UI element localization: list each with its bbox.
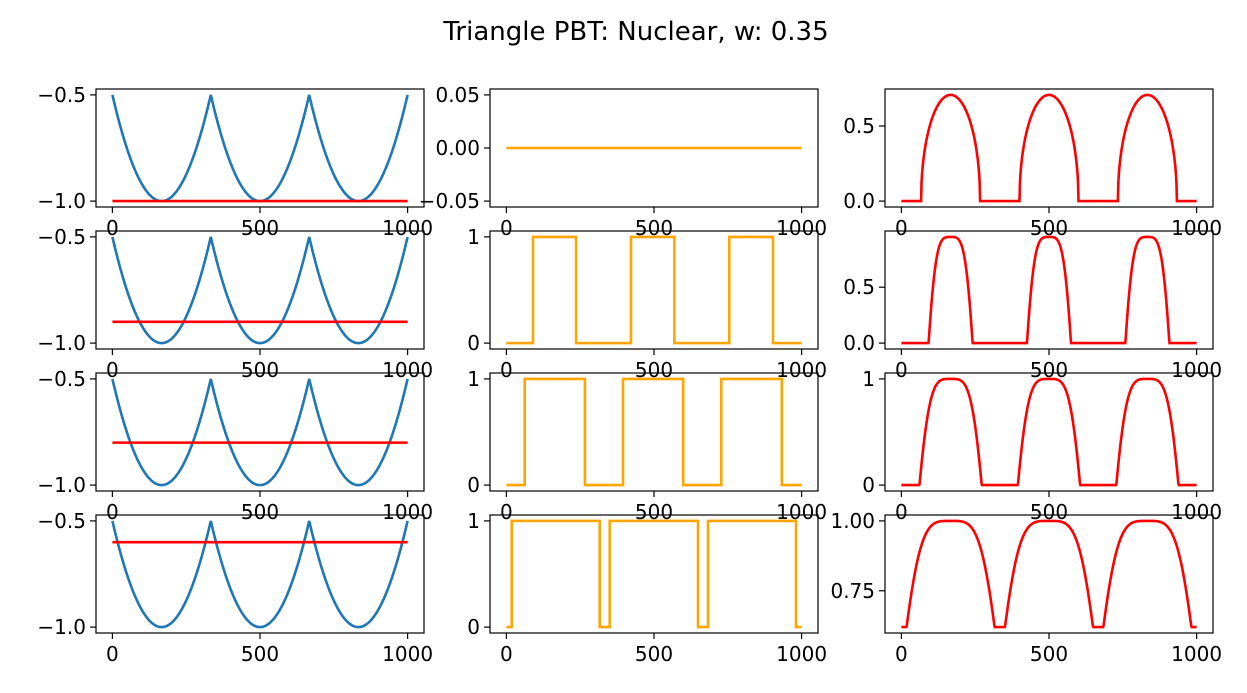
x-tick-label: 1000 — [382, 642, 433, 666]
x-tick-label: 1000 — [382, 216, 433, 240]
axes-frame — [884, 230, 1214, 350]
series-line-0 — [506, 519, 802, 629]
x-tick-label: 1000 — [382, 500, 433, 524]
x-tick-label: 1000 — [776, 358, 827, 382]
series-line-0 — [111, 520, 409, 629]
y-tick-label: 1 — [467, 509, 480, 533]
x-tick-label: 0 — [106, 216, 119, 240]
y-tick-label: 1 — [862, 367, 875, 391]
y-tick-label: −1.0 — [37, 189, 86, 213]
y-tick-label: 0 — [467, 615, 480, 639]
x-tick-label: 1000 — [776, 642, 827, 666]
y-tick-label: −1.0 — [37, 331, 86, 355]
x-tick-label: 500 — [241, 216, 279, 240]
y-tick-label: 0 — [862, 473, 875, 497]
subplot-r1-c0: 0 500 1000 −1.0 −0.5 — [37, 225, 433, 382]
x-tick-label: 0 — [106, 642, 119, 666]
subplot-r3-c2: 0 500 1000 0.75 1.00 — [830, 509, 1222, 666]
x-tick-label: 1000 — [1171, 216, 1222, 240]
subplot-r3-c0: 0 500 1000 −1.0 −0.5 — [37, 509, 433, 666]
x-tick-label: 500 — [1030, 642, 1068, 666]
y-tick-label: −0.5 — [37, 83, 86, 107]
axes-frame — [884, 88, 1214, 208]
y-tick-label: −0.5 — [37, 367, 86, 391]
x-tick-label: 0 — [500, 358, 513, 382]
x-tick-label: 1000 — [382, 358, 433, 382]
axes-frame — [489, 230, 819, 350]
x-tick-label: 1000 — [776, 216, 827, 240]
y-tick-label: 0.0 — [843, 331, 875, 355]
x-tick-label: 0 — [500, 500, 513, 524]
x-tick-label: 0 — [500, 216, 513, 240]
y-tick-label: 1.00 — [830, 509, 875, 533]
x-tick-label: 500 — [241, 500, 279, 524]
y-tick-label: 1 — [467, 367, 480, 391]
y-tick-label: −1.0 — [37, 615, 86, 639]
y-tick-label: −1.0 — [37, 473, 86, 497]
series-line-0 — [901, 235, 1197, 345]
subplot-r0-c0: 0 500 1000 −1.0 −0.5 — [37, 83, 433, 240]
x-tick-label: 0 — [106, 358, 119, 382]
x-tick-label: 0 — [895, 216, 908, 240]
series-line-0 — [901, 519, 1197, 629]
series-line-0 — [111, 378, 409, 487]
subplot-r3-c1: 0 500 1000 0 1 — [467, 509, 827, 666]
x-tick-label: 500 — [635, 642, 673, 666]
x-tick-label: 1000 — [1171, 642, 1222, 666]
y-tick-label: −0.5 — [37, 225, 86, 249]
y-tick-label: 0.00 — [435, 136, 480, 160]
y-tick-label: 0.5 — [843, 275, 875, 299]
y-tick-label: 0 — [467, 331, 480, 355]
series-line-0 — [506, 377, 802, 487]
y-tick-label: 0.75 — [830, 579, 875, 603]
x-tick-label: 1000 — [1171, 500, 1222, 524]
y-tick-label: 1 — [467, 225, 480, 249]
series-line-0 — [111, 94, 409, 203]
x-tick-label: 0 — [500, 642, 513, 666]
y-tick-label: 0.05 — [435, 83, 480, 107]
subplot-r2-c0: 0 500 1000 −1.0 −0.5 — [37, 367, 433, 524]
y-tick-label: −0.5 — [37, 509, 86, 533]
series-line-0 — [111, 236, 409, 345]
axes-frame — [489, 514, 819, 634]
y-tick-label: 0.5 — [843, 114, 875, 138]
series-line-0 — [901, 93, 1197, 203]
x-tick-label: 0 — [895, 642, 908, 666]
subplot-grid: 0 500 1000−1.0−0.50 500 1000−0.050.000.050 50… — [37, 83, 1222, 666]
x-tick-label: 1000 — [1171, 358, 1222, 382]
x-tick-label: 0 — [895, 500, 908, 524]
x-tick-label: 500 — [241, 358, 279, 382]
series-line-0 — [901, 377, 1197, 487]
x-tick-label: 500 — [241, 642, 279, 666]
subplot-r0-c1: 0 500 1000−0.050.000.05 — [419, 83, 827, 240]
y-tick-label: 0.0 — [843, 189, 875, 213]
y-tick-label: 0 — [467, 473, 480, 497]
x-tick-label: 0 — [895, 358, 908, 382]
axes-frame — [884, 514, 1214, 634]
y-tick-label: −0.05 — [419, 189, 480, 213]
series-line-0 — [506, 235, 802, 345]
figure-title: Triangle PBT: Nuclear, w: 0.35 — [442, 17, 828, 47]
axes-frame — [489, 372, 819, 492]
x-tick-label: 0 — [106, 500, 119, 524]
